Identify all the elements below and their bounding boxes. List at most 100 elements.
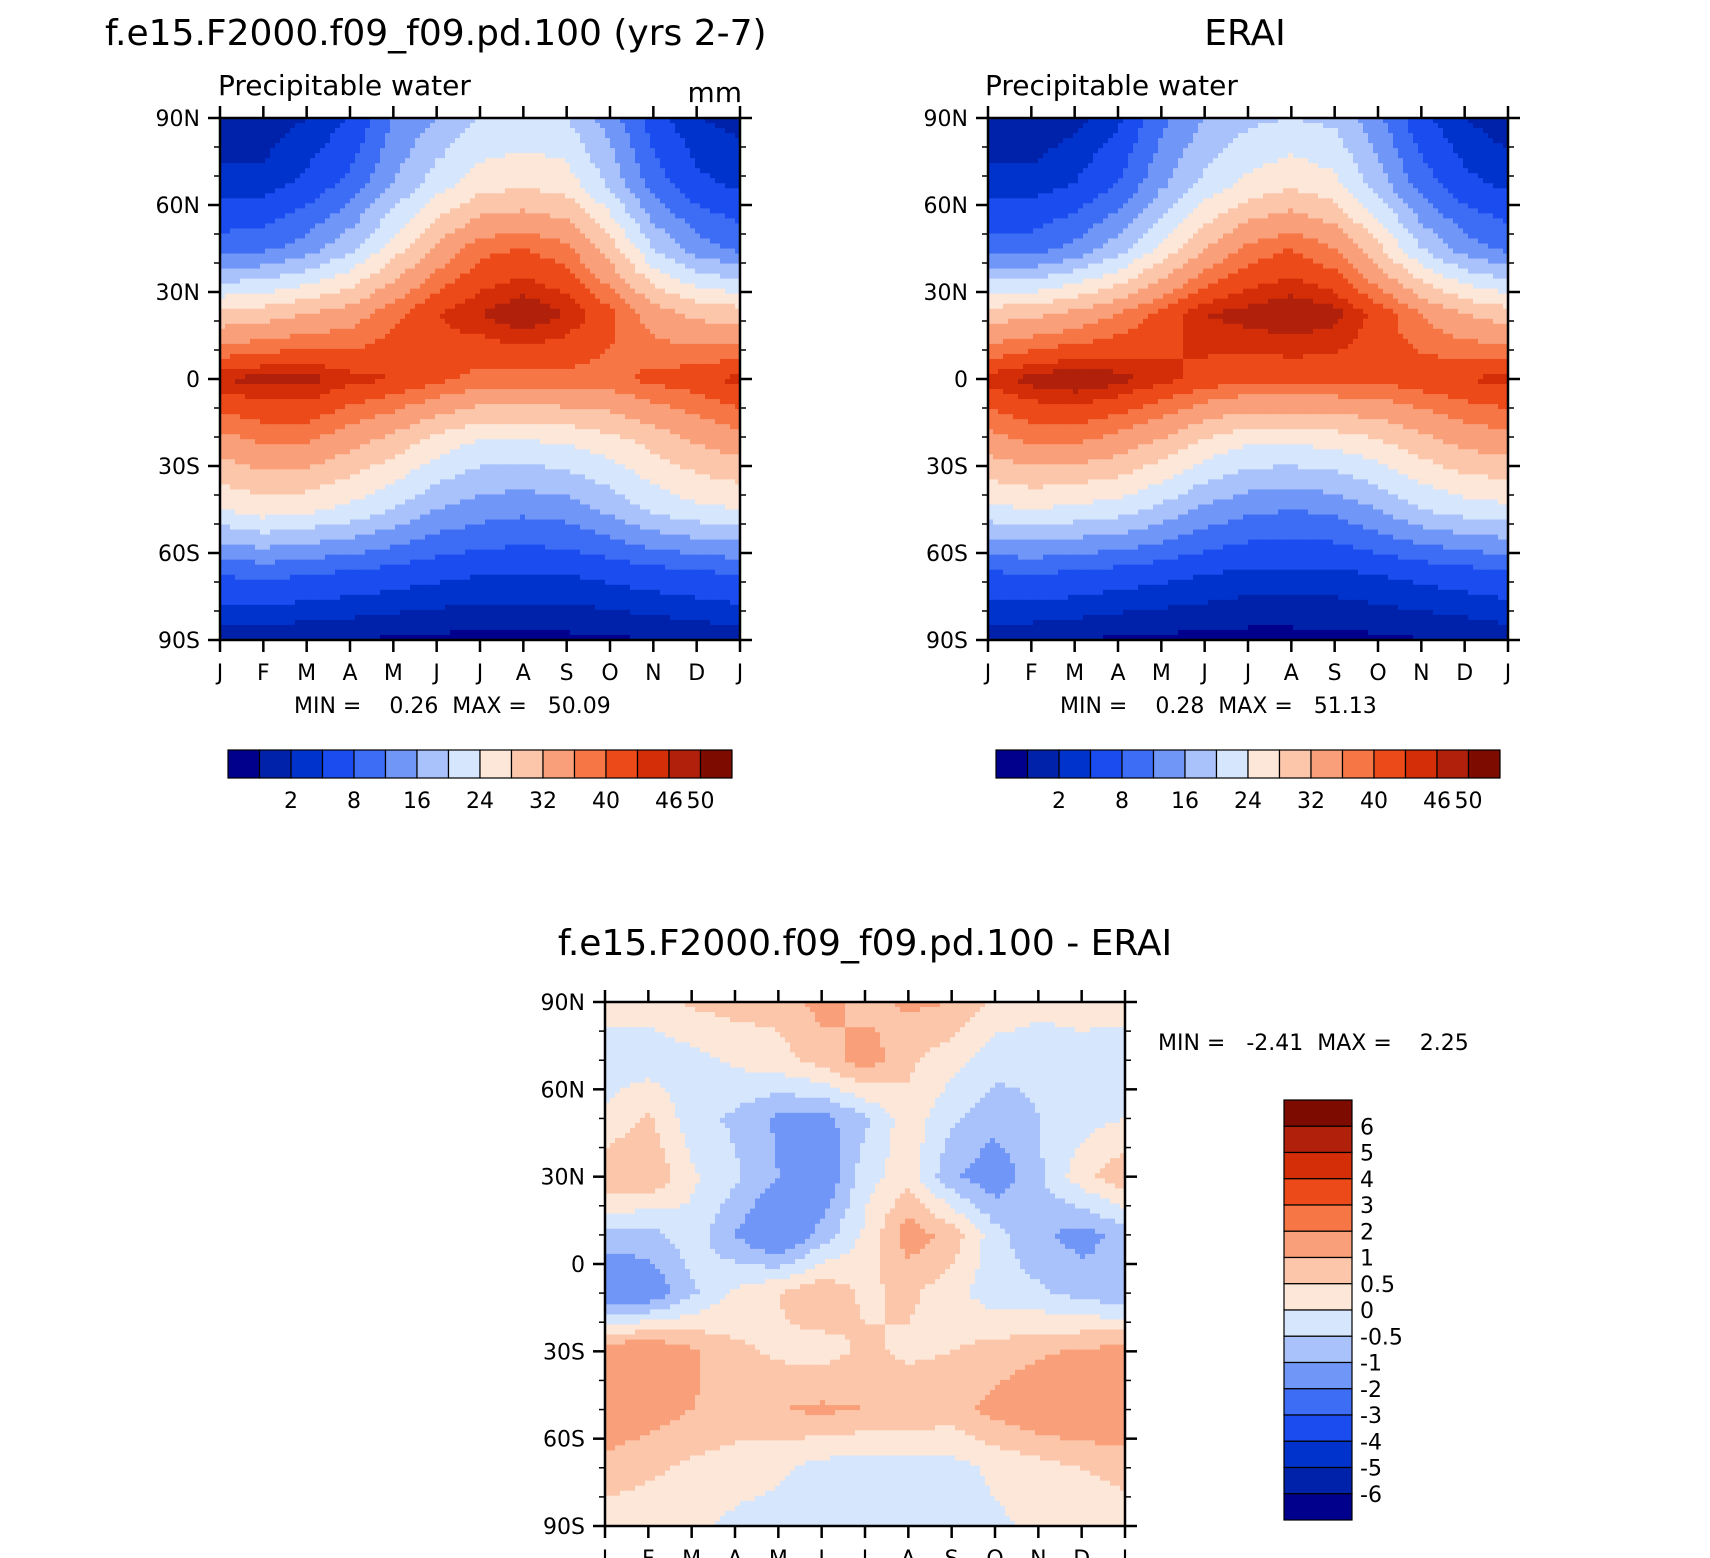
heatmap-cell — [275, 178, 281, 184]
heatmap-cell — [275, 343, 281, 350]
heatmap-cell — [610, 348, 616, 355]
heatmap-cell — [455, 303, 461, 310]
heatmap-cell — [725, 163, 731, 169]
heatmap-cell — [585, 298, 591, 305]
heatmap-cell — [385, 303, 391, 310]
heatmap-cell — [565, 348, 571, 355]
heatmap-cell — [670, 303, 676, 310]
heatmap-cell — [525, 133, 531, 139]
heatmap-cell — [675, 243, 681, 250]
heatmap-cell — [405, 263, 411, 270]
heatmap-cell — [525, 323, 531, 330]
heatmap-cell — [395, 218, 401, 224]
heatmap-cell — [535, 178, 541, 184]
heatmap-cell — [220, 308, 226, 315]
heatmap-cell — [665, 323, 671, 330]
heatmap-cell — [565, 178, 571, 184]
heatmap-cell — [380, 303, 386, 310]
heatmap-cell — [425, 148, 431, 154]
heatmap-cell — [600, 228, 606, 235]
heatmap-cell — [355, 123, 361, 129]
heatmap-cell — [225, 228, 231, 235]
heatmap-cell — [495, 268, 501, 275]
heatmap-cell — [375, 153, 381, 159]
heatmap-cell — [360, 158, 366, 164]
heatmap-cell — [725, 333, 731, 340]
heatmap-cell — [565, 233, 571, 240]
heatmap-cell — [480, 353, 486, 360]
heatmap-cell — [325, 268, 331, 275]
heatmap-cell — [485, 298, 491, 305]
heatmap-cell — [245, 293, 251, 300]
heatmap-cell — [550, 278, 556, 285]
heatmap-cell — [450, 248, 456, 255]
heatmap-cell — [400, 338, 406, 345]
heatmap-cell — [440, 138, 446, 144]
heatmap-cell — [610, 263, 616, 270]
heatmap-cell — [715, 318, 721, 325]
heatmap-cell — [630, 258, 636, 265]
heatmap-cell — [620, 238, 626, 245]
heatmap-cell — [295, 218, 301, 224]
heatmap-cell — [275, 328, 281, 335]
heatmap-cell — [340, 183, 346, 189]
heatmap-cell — [400, 258, 406, 265]
heatmap-cell — [500, 173, 506, 179]
heatmap-cell — [450, 233, 456, 240]
heatmap-cell — [445, 158, 451, 164]
heatmap-cell — [645, 188, 651, 194]
heatmap-cell — [220, 173, 226, 179]
heatmap-cell — [345, 273, 351, 280]
heatmap-cell — [220, 323, 226, 330]
heatmap-cell — [230, 173, 236, 179]
heatmap-cell — [720, 338, 726, 345]
heatmap-cell — [580, 128, 586, 134]
heatmap-cell — [310, 343, 316, 350]
heatmap-cell — [335, 128, 341, 134]
heatmap-cell — [310, 183, 316, 189]
heatmap-cell — [585, 163, 591, 169]
heatmap-cell — [675, 303, 681, 310]
heatmap-cell — [705, 333, 711, 340]
heatmap-cell — [490, 238, 496, 245]
heatmap-cell — [590, 123, 596, 129]
heatmap-cell — [420, 148, 426, 154]
heatmap-cell — [295, 118, 301, 124]
heatmap-cell — [370, 228, 376, 235]
heatmap-cell — [395, 343, 401, 350]
heatmap-cell — [650, 328, 656, 335]
heatmap-cell — [675, 203, 681, 209]
heatmap-cell — [450, 153, 456, 159]
heatmap-cell — [630, 173, 636, 179]
heatmap-cell — [265, 333, 271, 340]
heatmap-cell — [350, 208, 356, 214]
heatmap-cell — [235, 278, 241, 285]
heatmap-cell — [320, 228, 326, 235]
heatmap-cell — [490, 268, 496, 275]
heatmap-cell — [585, 328, 591, 335]
heatmap-cell — [415, 163, 421, 169]
heatmap-cell — [510, 123, 516, 129]
heatmap-cell — [335, 298, 341, 305]
heatmap-cell — [715, 333, 721, 340]
heatmap-cell — [470, 323, 476, 330]
heatmap-cell — [715, 328, 721, 335]
heatmap-cell — [735, 248, 741, 255]
heatmap-cell — [525, 138, 531, 144]
heatmap-cell — [625, 153, 631, 159]
heatmap-cell — [420, 158, 426, 164]
heatmap-cell — [500, 248, 506, 255]
heatmap-cell — [405, 133, 411, 139]
heatmap-cell — [530, 148, 536, 154]
heatmap-cell — [720, 143, 726, 149]
heatmap-cell — [235, 303, 241, 310]
heatmap-cell — [340, 333, 346, 340]
heatmap-cell — [445, 338, 451, 345]
heatmap-cell — [300, 193, 306, 199]
heatmap-cell — [550, 253, 556, 260]
heatmap-cell — [665, 338, 671, 345]
heatmap-cell — [715, 348, 721, 355]
heatmap-cell — [360, 128, 366, 134]
heatmap-cell — [375, 328, 381, 335]
heatmap-cell — [625, 183, 631, 189]
